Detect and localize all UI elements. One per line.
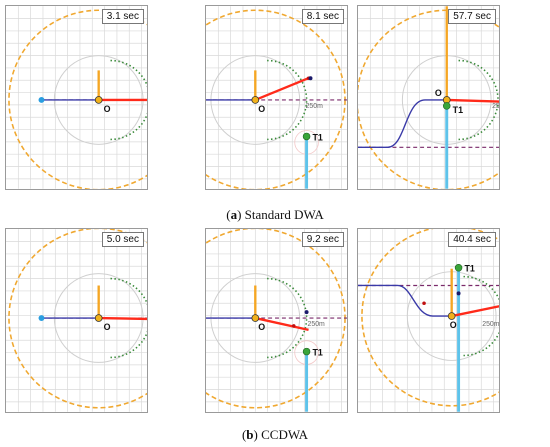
heading-vector [446, 98, 499, 103]
grid [6, 6, 147, 189]
panel-a-2: O 250m T1 8.1 sec [205, 5, 348, 190]
caption-text: Standard DWA [244, 207, 324, 222]
caption-text: CCDWA [261, 427, 309, 442]
plot-a-1: O 250m T1 [6, 6, 147, 189]
obstacle-point [304, 310, 309, 315]
grid [206, 6, 347, 189]
plot-a-2: O 250m T1 [206, 6, 347, 189]
target-label: T1 [312, 348, 322, 358]
range-label: 250m [482, 321, 499, 328]
origin-label: O [258, 322, 265, 332]
caption-letter: b [246, 427, 254, 442]
heading-vector [98, 316, 147, 321]
time-badge: 57.7 sec [448, 9, 496, 24]
heading-vector [255, 316, 309, 332]
sensor-arc [463, 275, 499, 357]
origin-label: O [258, 104, 265, 114]
panel-a-1: O 250m T1 3.1 sec [5, 5, 148, 190]
origin-point [251, 314, 260, 322]
sensor-arc [110, 277, 147, 359]
time-badge: 5.0 sec [101, 232, 144, 247]
grid [6, 229, 147, 412]
plot-b-2: O 250m T1 [206, 229, 347, 412]
trajectory [358, 99, 447, 148]
plot-a-3: O T1 250m [358, 6, 499, 189]
time-badge: 3.1 sec [101, 9, 144, 24]
start-point [38, 315, 45, 321]
target-label: T1 [453, 105, 463, 115]
target-label: T1 [464, 264, 474, 274]
grid [358, 6, 499, 189]
origin-label: O [104, 104, 111, 114]
heading-tip [291, 324, 296, 328]
heading-vector [451, 305, 499, 318]
panel-a-3: O T1 250m 57.7 sec [357, 5, 500, 190]
caption-letter: a [230, 207, 238, 222]
origin-point [94, 314, 103, 322]
origin-point [94, 96, 103, 104]
range-label: 250m [492, 103, 499, 110]
target-point [454, 264, 463, 272]
range-label: 250m [306, 103, 323, 110]
trajectory [358, 284, 452, 317]
obstacle-point [456, 291, 461, 296]
target-point [442, 102, 451, 110]
trajectory-marker [422, 301, 426, 306]
sensor-arc [458, 59, 499, 141]
plot-b-1: O 250m T1 [6, 229, 147, 412]
start-point [38, 97, 45, 103]
range-label: 250m [308, 321, 325, 328]
caption-a: (a) Standard DWA [226, 207, 324, 222]
origin-point [447, 312, 456, 320]
panel-b-3: O 250m T1 40.4 sec [357, 228, 500, 413]
obstacle-point [308, 76, 313, 81]
target-point [302, 132, 311, 141]
origin-label: O [450, 320, 457, 330]
sensor-arc [267, 59, 308, 141]
origin-label: O [435, 88, 442, 98]
sensor-arc [267, 277, 308, 359]
time-badge: 40.4 sec [448, 232, 496, 247]
plot-b-3: O 250m T1 [358, 229, 499, 412]
grid [206, 229, 347, 412]
heading-vector [254, 76, 311, 102]
panel-b-2: O 250m T1 9.2 sec [205, 228, 348, 413]
sensor-arc [110, 59, 147, 141]
origin-label: O [104, 322, 111, 332]
target-point [302, 347, 311, 356]
time-badge: 8.1 sec [301, 9, 344, 24]
caption-b: (b) CCDWA [241, 427, 309, 442]
panel-b-1: O 250m T1 5.0 sec [5, 228, 148, 413]
target-label: T1 [312, 132, 322, 142]
time-badge: 9.2 sec [301, 232, 344, 247]
origin-point [251, 96, 260, 104]
outer-range-ring [8, 9, 147, 189]
grid [358, 229, 499, 412]
